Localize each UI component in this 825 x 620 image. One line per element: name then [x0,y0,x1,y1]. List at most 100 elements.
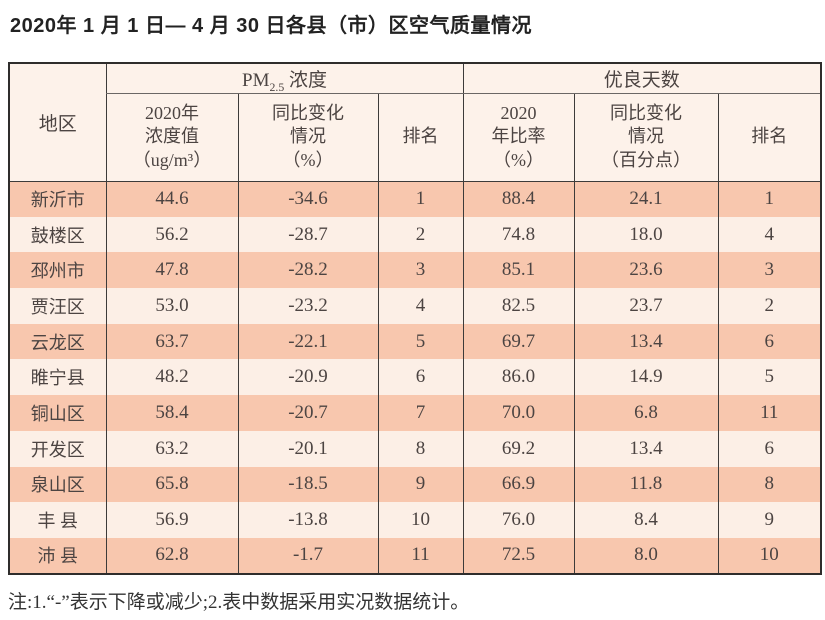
cell-good_rank: 2 [717,288,822,324]
cell-good_rank: 1 [717,181,822,217]
footnote: 注:1.“-”表示下降或减少;2.表中数据采用实况数据统计。 [8,592,470,613]
cell-good_ratio: 69.7 [462,323,575,360]
cell-pm25_value: 63.2 [105,430,238,467]
cell-pm25_value: 47.8 [105,252,238,289]
table-row: 铜山区 58.4 -20.7 7 70.0 6.8 11 [8,395,822,431]
cell-good_ratio: 66.9 [462,466,575,503]
cell-good_change: 6.8 [573,395,719,431]
cell-pm25_value: 56.2 [105,216,238,253]
cell-pm25_value: 48.2 [105,359,238,396]
header-pm25-value: 2020年 浓度值 （ug/m³） [105,93,238,182]
cell-pm25_change: -20.7 [237,395,378,431]
cell-good_change: 8.4 [573,502,719,538]
cell-pm25_rank: 5 [377,323,464,360]
cell-good_rank: 9 [717,502,822,538]
cell-pm25_rank: 9 [377,466,464,503]
header-region: 地区 [8,63,106,182]
cell-good_change: 14.9 [573,359,719,396]
table-row: 开发区 63.2 -20.1 8 69.2 13.4 6 [8,430,822,467]
cell-good_rank: 6 [717,323,822,360]
cell-pm25_change: -34.6 [237,181,378,217]
cell-good_rank: 10 [717,537,822,574]
cell-good_ratio: 76.0 [462,502,575,538]
cell-region: 云龙区 [8,323,106,360]
cell-good_change: 23.6 [573,252,719,289]
cell-pm25_rank: 11 [377,537,464,574]
cell-good_rank: 4 [717,216,822,253]
table-row: 鼓楼区 56.2 -28.7 2 74.8 18.0 4 [8,216,822,253]
cell-region: 泉山区 [8,466,106,503]
table-row: 泉山区 65.8 -18.5 9 66.9 11.8 8 [8,466,822,503]
header-sub-row: 2020年 浓度值 （ug/m³） 同比变化 情况 （%） 排名 2020 年比… [9,93,822,182]
cell-pm25_change: -13.8 [237,502,378,538]
cell-pm25_change: -20.9 [237,359,378,396]
header-good-days-group: 优良天数 [462,63,822,94]
cell-pm25_rank: 7 [377,395,464,431]
cell-region: 铜山区 [8,395,106,431]
pm-label-prefix: PM [242,69,270,91]
cell-pm25_rank: 8 [377,430,464,467]
cell-pm25_value: 58.4 [105,395,238,431]
header-pm25-change: 同比变化 情况 （%） [237,93,378,182]
cell-region: 睢宁县 [8,359,106,396]
table-header: 地区 PM2.5 浓度 优良天数 2020年 浓度值 （ug/m³） 同比变化 … [8,63,822,182]
table-row: 贾汪区 53.0 -23.2 4 82.5 23.7 2 [8,288,822,324]
cell-region: 开发区 [8,430,106,467]
cell-pm25_change: -1.7 [237,537,378,574]
header-group-row: 地区 PM2.5 浓度 优良天数 [8,63,822,182]
cell-good_ratio: 85.1 [462,252,575,289]
table-row: 邳州市 47.8 -28.2 3 85.1 23.6 3 [8,252,822,289]
cell-pm25_change: -22.1 [237,323,378,360]
cell-pm25_change: -23.2 [237,288,378,324]
cell-region: 沛 县 [8,537,106,574]
cell-good_ratio: 86.0 [462,359,575,396]
cell-good_ratio: 70.0 [462,395,575,431]
cell-pm25_change: -28.2 [237,252,378,289]
cell-good_change: 8.0 [573,537,719,574]
cell-pm25_value: 44.6 [105,181,238,217]
cell-pm25_rank: 10 [377,502,464,538]
cell-pm25_rank: 2 [377,216,464,253]
cell-pm25_value: 56.9 [105,502,238,538]
cell-good_change: 24.1 [573,181,719,217]
cell-region: 邳州市 [8,252,106,289]
cell-pm25_value: 62.8 [105,537,238,574]
cell-region: 新沂市 [8,181,106,217]
pm-label-subscript: 2.5 [269,80,285,93]
cell-region: 鼓楼区 [8,216,106,253]
cell-pm25_value: 53.0 [105,288,238,324]
cell-pm25_rank: 4 [377,288,464,324]
cell-good_rank: 6 [717,430,822,467]
cell-pm25_value: 63.7 [105,323,238,360]
cell-good_rank: 8 [717,466,822,503]
table-row: 新沂市 44.6 -34.6 1 88.4 24.1 1 [8,181,822,217]
cell-good_ratio: 69.2 [462,430,575,467]
cell-good_change: 23.7 [573,288,719,324]
cell-good_change: 11.8 [573,466,719,503]
cell-good_rank: 5 [717,359,822,396]
page-title: 2020年 1 月 1 日— 4 月 30 日各县（市）区空气质量情况 [10,15,533,37]
cell-region: 丰 县 [8,502,106,538]
table-row: 云龙区 63.7 -22.1 5 69.7 13.4 6 [8,323,822,360]
cell-good_change: 13.4 [573,323,719,360]
cell-pm25_change: -28.7 [237,216,378,253]
cell-pm25_change: -20.1 [237,430,378,467]
cell-pm25_value: 65.8 [105,466,238,503]
cell-good_ratio: 82.5 [462,288,575,324]
header-pm25-rank: 排名 [377,93,464,182]
header-good-ratio: 2020 年比率 （%） [462,93,575,182]
table-row: 丰 县 56.9 -13.8 10 76.0 8.4 9 [8,502,822,538]
header-good-rank: 排名 [717,93,822,182]
cell-good_ratio: 72.5 [462,537,575,574]
cell-good_ratio: 88.4 [462,181,575,217]
pm-label-suffix: 浓度 [284,69,327,91]
table-row: 沛 县 62.8 -1.7 11 72.5 8.0 10 [8,537,822,574]
table-row: 睢宁县 48.2 -20.9 6 86.0 14.9 5 [8,359,822,396]
cell-good_rank: 11 [717,395,822,431]
air-quality-table: 地区 PM2.5 浓度 优良天数 2020年 浓度值 （ug/m³） 同比变化 … [8,62,823,575]
cell-good_rank: 3 [717,252,822,289]
cell-pm25_rank: 1 [377,181,464,217]
cell-pm25_rank: 3 [377,252,464,289]
header-good-change: 同比变化 情况 （百分点） [573,93,719,182]
